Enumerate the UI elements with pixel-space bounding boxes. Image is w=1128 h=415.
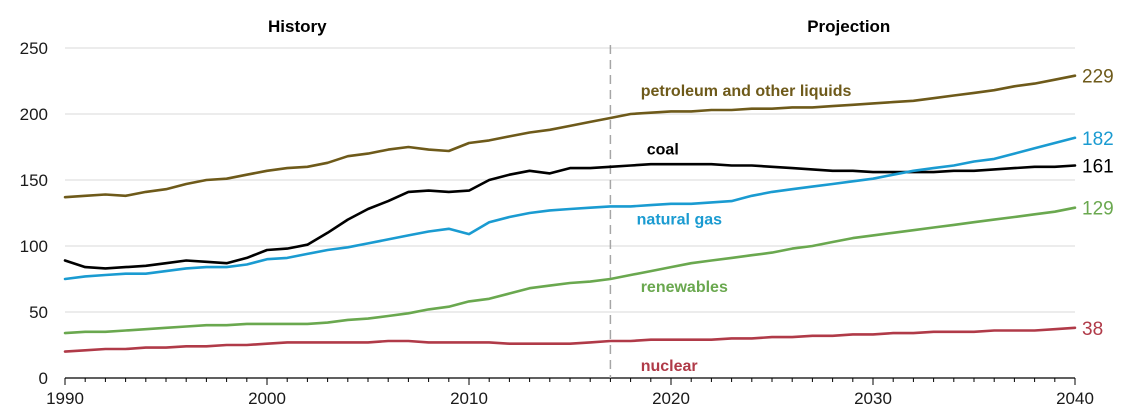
series-label-coal: coal	[647, 142, 679, 159]
y-tick-label-200: 200	[20, 105, 48, 124]
y-tick-label-100: 100	[20, 237, 48, 256]
x-tick-label-2000: 2000	[248, 389, 286, 408]
projection-section-label: Projection	[807, 17, 890, 36]
history-section-label: History	[268, 17, 327, 36]
x-tick-label-2030: 2030	[854, 389, 892, 408]
horizontal-gridlines	[65, 47, 1075, 313]
series-line-4	[63, 326, 1077, 353]
x-tick-label-2040: 2040	[1056, 389, 1094, 408]
end-value-natural-gas: 182	[1082, 129, 1114, 150]
axes: 0 50 100 150 200 250 1990 2000 2010 2020 2030 2040	[20, 39, 1094, 408]
series-label-natural-gas: natural gas	[637, 212, 722, 229]
x-tick-label-2020: 2020	[652, 389, 690, 408]
series-label-renewables: renewables	[641, 279, 728, 296]
series-label-petroleum: petroleum and other liquids	[641, 83, 852, 100]
y-tick-label-0: 0	[39, 369, 48, 388]
end-value-renewables: 129	[1082, 199, 1114, 220]
series-line-3	[63, 206, 1077, 335]
end-value-petroleum: 229	[1082, 67, 1114, 88]
y-tick-label-150: 150	[20, 171, 48, 190]
y-tick-label-50: 50	[29, 303, 48, 322]
end-value-nuclear: 38	[1082, 319, 1103, 340]
x-tick-label-2010: 2010	[450, 389, 488, 408]
series-line-2	[63, 136, 1077, 281]
series-lines	[63, 74, 1077, 353]
series-line-0	[63, 74, 1077, 199]
x-tick-label-1990: 1990	[46, 389, 84, 408]
end-value-coal: 161	[1082, 156, 1114, 177]
series-label-nuclear: nuclear	[641, 358, 698, 375]
y-tick-label-250: 250	[20, 39, 48, 58]
chart-labels: History Projection petroleum and other l…	[268, 17, 1114, 375]
